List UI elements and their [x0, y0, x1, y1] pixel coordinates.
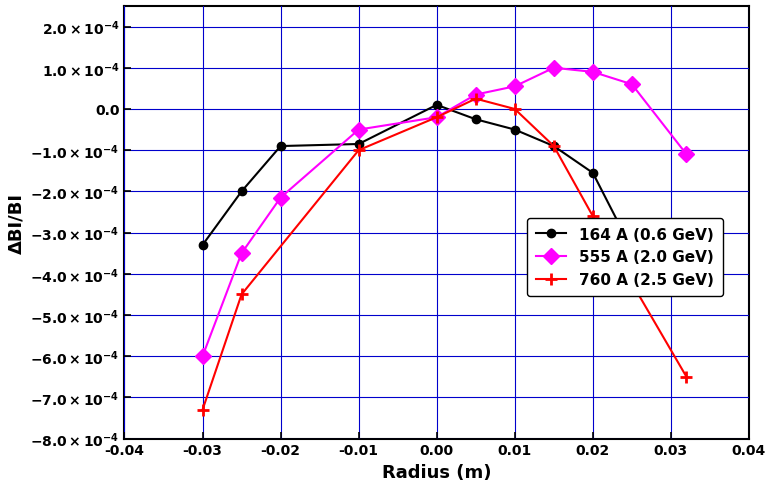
- 555 A (2.0 GeV): [588, 70, 598, 76]
- 760 A (2.5 GeV): [471, 97, 480, 102]
- 164 A (0.6 GeV): [588, 171, 598, 177]
- 164 A (0.6 GeV): [682, 243, 691, 248]
- Line: 555 A (2.0 GeV): 555 A (2.0 GeV): [197, 63, 692, 362]
- 164 A (0.6 GeV): [354, 142, 363, 148]
- 164 A (0.6 GeV): [549, 144, 558, 150]
- 760 A (2.5 GeV): [432, 115, 441, 121]
- 555 A (2.0 GeV): [471, 92, 480, 98]
- 164 A (0.6 GeV): [237, 189, 247, 195]
- 555 A (2.0 GeV): [549, 66, 558, 72]
- 760 A (2.5 GeV): [588, 214, 598, 220]
- 555 A (2.0 GeV): [276, 195, 285, 201]
- 760 A (2.5 GeV): [510, 107, 519, 113]
- 760 A (2.5 GeV): [237, 292, 247, 298]
- 760 A (2.5 GeV): [198, 407, 207, 413]
- 164 A (0.6 GeV): [432, 102, 441, 108]
- 164 A (0.6 GeV): [471, 117, 480, 123]
- 555 A (2.0 GeV): [198, 354, 207, 360]
- 164 A (0.6 GeV): [510, 127, 519, 133]
- 555 A (2.0 GeV): [627, 82, 636, 88]
- 760 A (2.5 GeV): [549, 144, 558, 150]
- Legend: 164 A (0.6 GeV), 555 A (2.0 GeV), 760 A (2.5 GeV): 164 A (0.6 GeV), 555 A (2.0 GeV), 760 A …: [526, 218, 723, 297]
- 164 A (0.6 GeV): [276, 144, 285, 150]
- 555 A (2.0 GeV): [237, 251, 247, 257]
- 555 A (2.0 GeV): [354, 127, 363, 133]
- X-axis label: Radius (m): Radius (m): [382, 463, 492, 481]
- Line: 760 A (2.5 GeV): 760 A (2.5 GeV): [196, 93, 693, 416]
- 164 A (0.6 GeV): [198, 243, 207, 248]
- Y-axis label: ΔBI/BI: ΔBI/BI: [7, 192, 25, 253]
- 164 A (0.6 GeV): [627, 246, 636, 252]
- 760 A (2.5 GeV): [682, 374, 691, 380]
- 760 A (2.5 GeV): [354, 148, 363, 154]
- 555 A (2.0 GeV): [432, 115, 441, 121]
- Line: 164 A (0.6 GeV): 164 A (0.6 GeV): [199, 102, 690, 254]
- 555 A (2.0 GeV): [510, 84, 519, 90]
- 555 A (2.0 GeV): [682, 152, 691, 158]
